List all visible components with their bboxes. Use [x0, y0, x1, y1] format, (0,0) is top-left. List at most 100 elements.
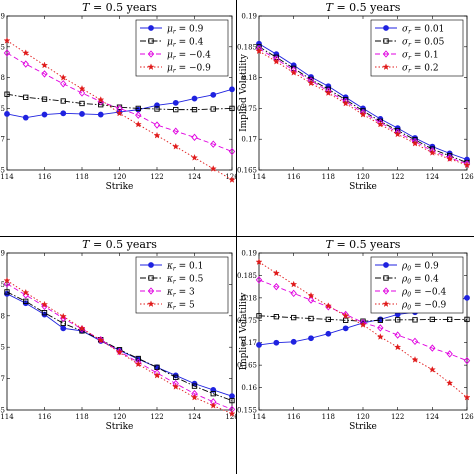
data-point — [359, 110, 367, 118]
y-tick-label: 0.18 — [0, 74, 5, 82]
legend-marker — [382, 287, 390, 295]
title-variable: T — [326, 1, 335, 14]
data-point — [307, 291, 315, 299]
data-point — [22, 60, 29, 68]
data-point — [172, 383, 180, 390]
legend: ρ0 = 0.9ρ0 = 0.4ρ0 = −0.4ρ0 = −0.9 — [370, 256, 464, 314]
y-tick-label: 0.165 — [237, 362, 257, 370]
data-point — [307, 79, 315, 87]
legend-value: 0.1 — [189, 262, 203, 272]
legend-marker — [148, 25, 154, 31]
x-tick-label: 126 — [225, 413, 239, 421]
data-point — [59, 312, 67, 320]
data-point — [377, 317, 383, 323]
data-point — [172, 142, 180, 150]
legend-symbol: μ — [167, 64, 173, 74]
legend-subscript: r — [408, 68, 412, 75]
legend-symbol: σ — [402, 51, 409, 61]
data-point — [78, 324, 86, 332]
legend-marker — [382, 63, 390, 70]
data-point — [134, 360, 142, 368]
x-tick-label: 116 — [287, 413, 301, 421]
legend-equals: = — [176, 288, 189, 298]
legend-marker — [147, 50, 155, 58]
legend-symbol: ρ — [401, 262, 408, 272]
data-point — [209, 165, 217, 172]
y-tick-label: 0.155 — [237, 407, 257, 415]
data-point — [463, 160, 471, 168]
legend-value: 0.9 — [424, 262, 439, 272]
data-point — [79, 111, 85, 117]
data-point — [446, 379, 454, 387]
data-point — [463, 356, 471, 365]
legend-entry: ρ0 = −0.9 — [401, 301, 447, 312]
data-point — [172, 127, 179, 135]
data-point — [342, 310, 349, 319]
legend-entry: ρ0 = 0.9 — [401, 262, 439, 273]
y-tick-label: 0.17 — [241, 136, 257, 144]
legend-equals: = — [411, 301, 424, 311]
legend-symbol: κ — [166, 262, 173, 272]
legend-entry: μr = −0.9 — [167, 64, 211, 75]
data-point — [255, 258, 263, 265]
data-point — [97, 96, 105, 103]
data-point — [394, 343, 402, 351]
data-point — [291, 314, 297, 321]
data-point — [290, 289, 297, 298]
legend-symbol: κ — [166, 275, 173, 285]
y-tick-label: 0.18 — [241, 294, 257, 302]
y-tick-label: 0.165 — [0, 407, 5, 415]
data-point — [116, 109, 123, 117]
data-point — [394, 331, 401, 339]
data-point — [97, 111, 104, 118]
data-point — [191, 106, 198, 113]
legend-value: 0.9 — [189, 25, 204, 35]
legend-equals: = — [411, 25, 424, 35]
x-axis-label: Strike — [106, 182, 134, 192]
legend-subscript: r — [173, 68, 177, 75]
series-line — [6, 52, 233, 152]
data-point — [447, 316, 453, 323]
x-tick-label: 124 — [426, 173, 440, 181]
y-tick-label: 0.185 — [0, 281, 5, 289]
series-line — [258, 46, 468, 164]
data-point — [4, 289, 10, 295]
x-tick-label: 124 — [188, 173, 202, 181]
legend-symbol: σ — [402, 38, 409, 48]
data-point — [210, 106, 216, 112]
legend-subscript: 0 — [407, 292, 411, 299]
data-point — [273, 282, 280, 291]
data-point — [134, 120, 142, 128]
data-point — [376, 120, 384, 128]
data-point — [41, 70, 48, 78]
series-2 — [4, 91, 235, 113]
data-point — [342, 99, 350, 107]
legend-subscript: r — [408, 55, 412, 62]
data-point — [308, 315, 314, 322]
data-point — [272, 57, 280, 65]
legend-subscript: r — [173, 305, 177, 312]
series-4 — [3, 36, 236, 183]
data-point — [342, 325, 349, 332]
legend-symbol: ρ — [401, 288, 408, 298]
data-point — [394, 130, 402, 138]
y-tick-label: 0.165 — [237, 167, 257, 175]
legend-subscript: r — [408, 29, 412, 36]
legend-entry: σr = 0.1 — [402, 51, 439, 62]
x-tick-label: 118 — [75, 413, 88, 421]
series-4 — [3, 276, 236, 417]
legend-equals: = — [176, 25, 189, 35]
data-point — [4, 91, 10, 97]
y-tick-label: 0.17 — [0, 375, 5, 383]
data-point — [173, 106, 179, 113]
data-point — [60, 314, 67, 322]
y-tick-label: 0.18 — [0, 312, 5, 320]
data-point — [78, 89, 86, 97]
data-point — [256, 313, 262, 319]
data-point — [153, 121, 161, 129]
data-point — [4, 111, 10, 117]
x-tick-label: 126 — [460, 173, 474, 181]
data-point — [154, 106, 160, 112]
data-point — [60, 110, 67, 117]
